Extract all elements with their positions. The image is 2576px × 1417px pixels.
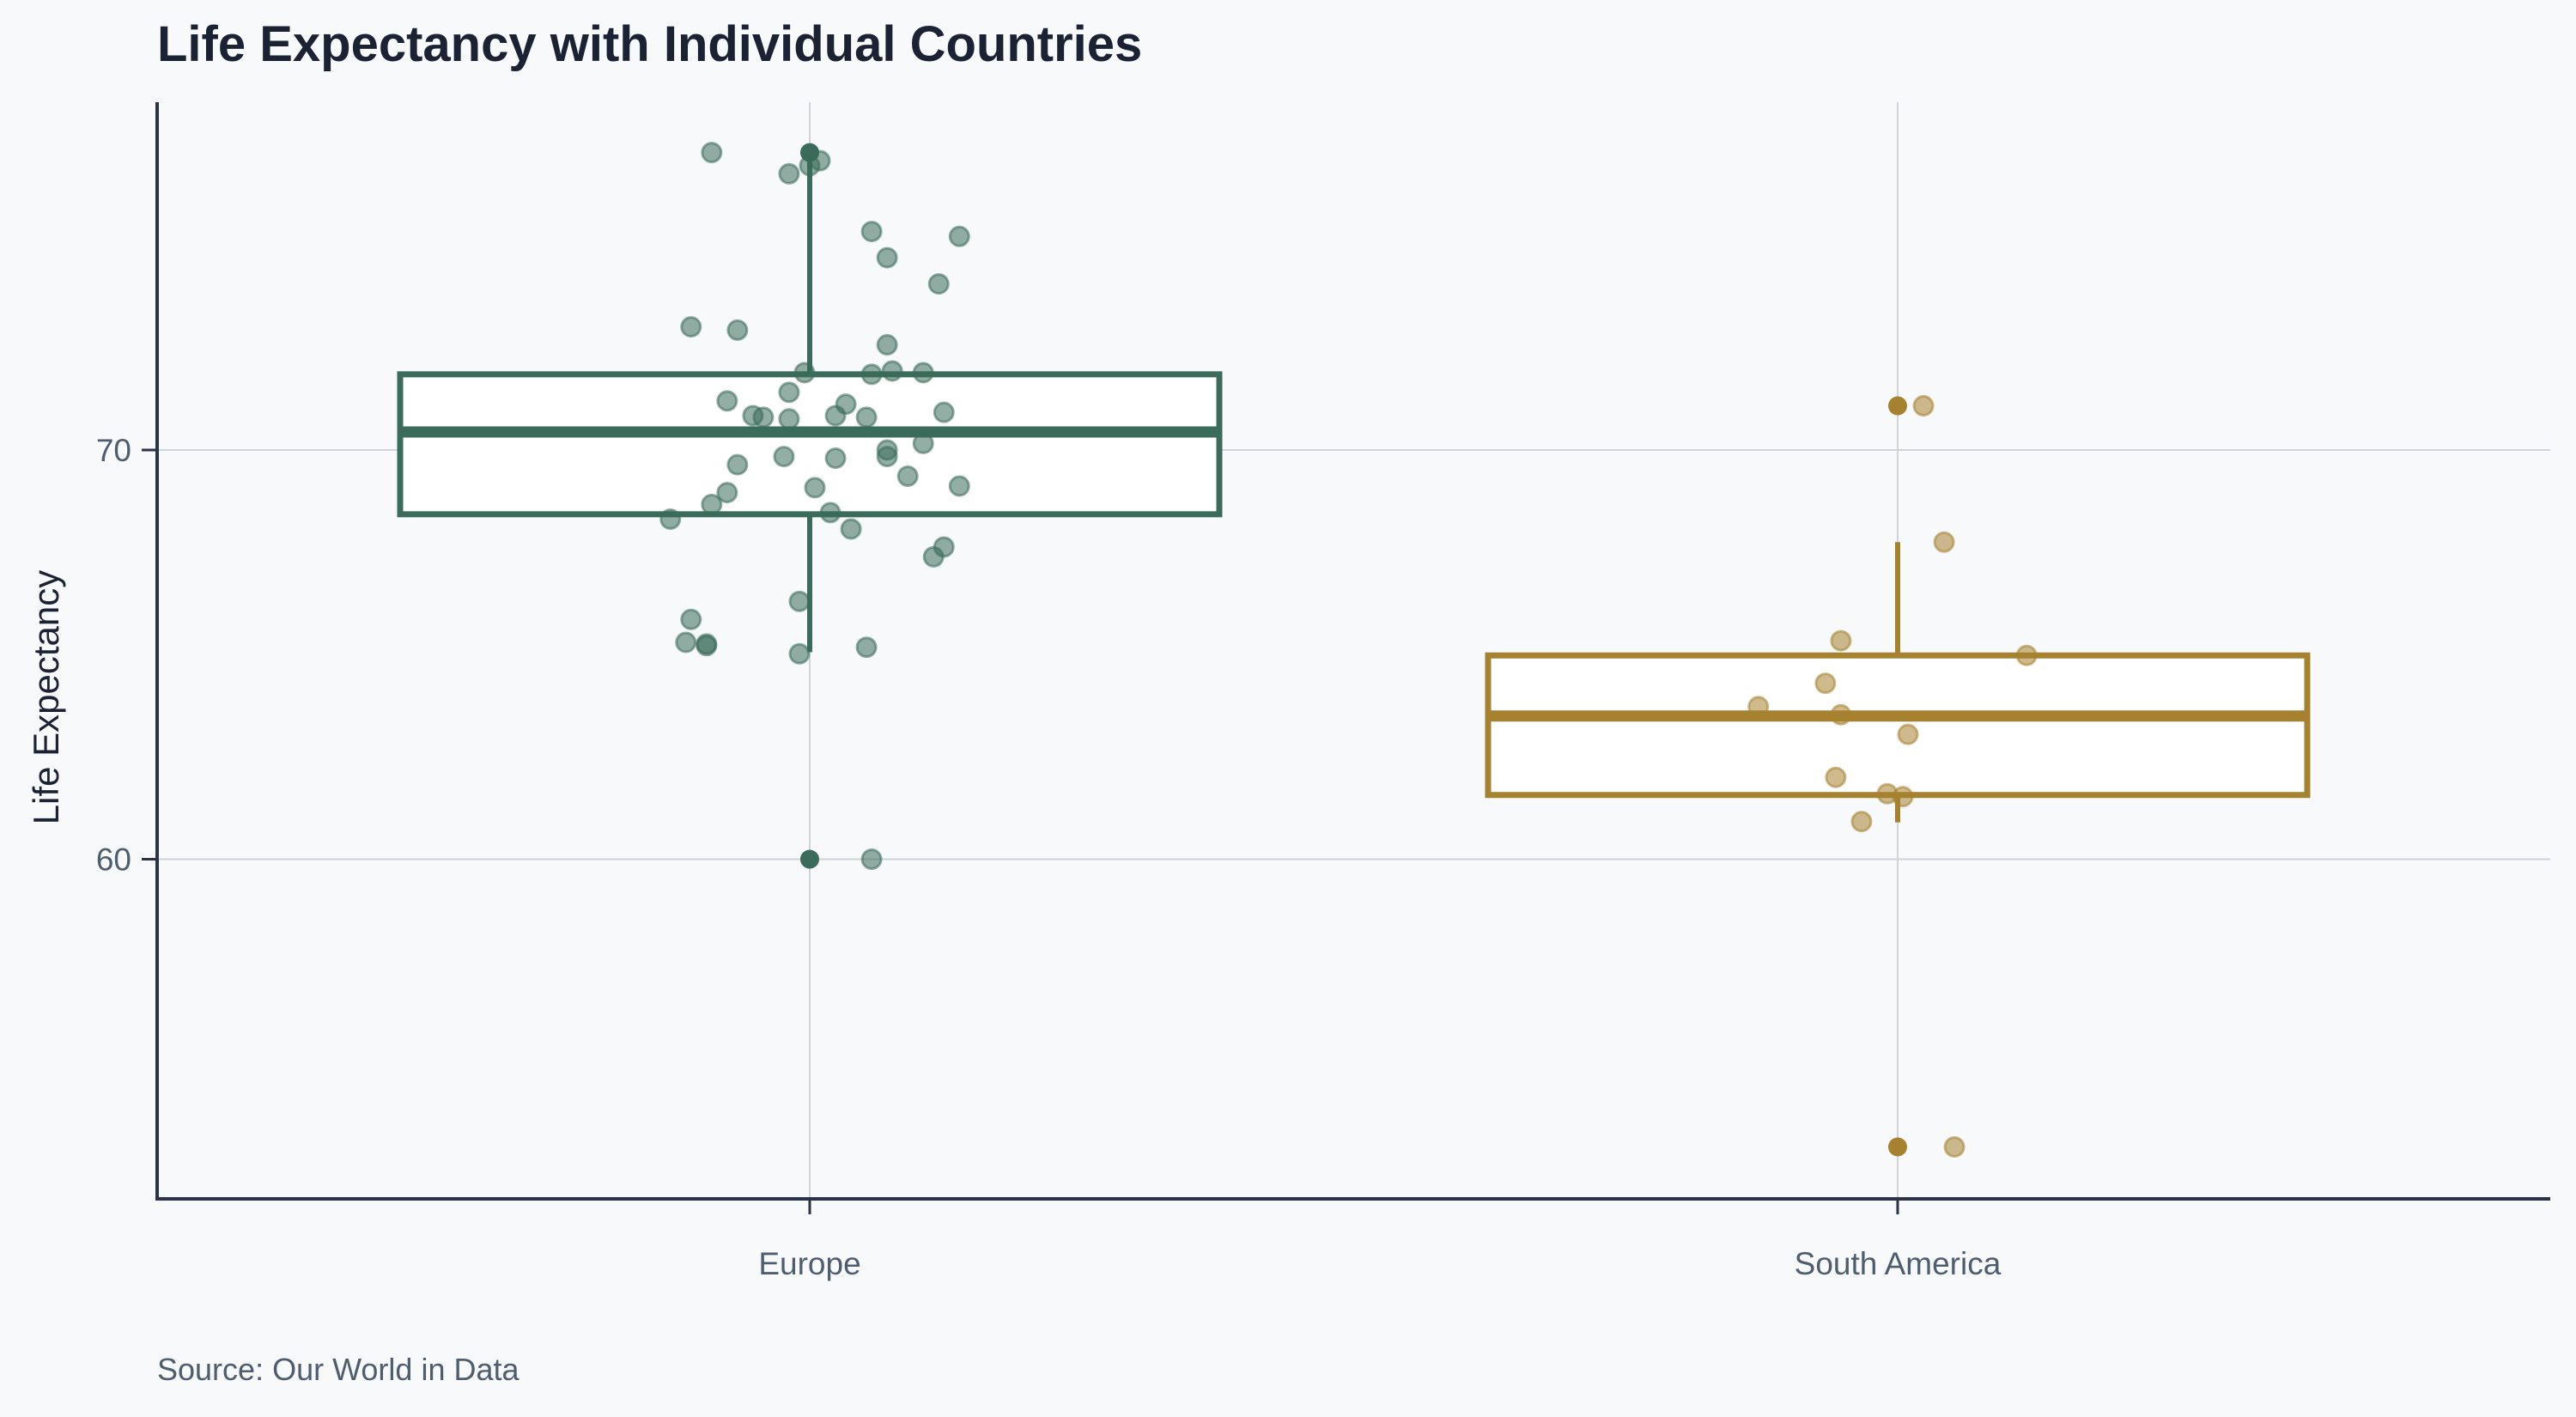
data-point (726, 453, 749, 476)
chart-title: Life Expectancy with Individual Countrie… (157, 16, 1143, 72)
data-point (716, 390, 738, 412)
data-point (824, 447, 847, 470)
data-point (933, 536, 955, 558)
box-europe (397, 143, 1223, 869)
data-point (876, 446, 898, 468)
data-point (726, 319, 749, 341)
x-tick-label: Europe (758, 1246, 860, 1281)
grid-lines (157, 102, 2550, 1199)
data-point (876, 334, 898, 356)
data-point (1825, 766, 1847, 788)
data-point (659, 508, 682, 531)
x-tick-label: South America (1795, 1246, 2002, 1281)
data-point (675, 631, 697, 654)
data-point (1897, 723, 1919, 745)
data-point (912, 362, 934, 384)
data-point (680, 316, 702, 338)
outlier-point (1888, 396, 1907, 416)
data-point (933, 401, 955, 423)
data-point (778, 162, 800, 185)
data-point (819, 502, 841, 524)
data-point (701, 142, 723, 164)
boxes-layer (397, 143, 2311, 1157)
data-point (876, 246, 898, 269)
data-point (809, 149, 831, 172)
data-point (824, 404, 847, 427)
y-tick-label: 60 (96, 842, 131, 878)
data-point (788, 642, 811, 665)
data-point (860, 848, 883, 871)
iqr-box (1485, 652, 2311, 799)
outlier-point (800, 849, 819, 869)
data-point (773, 446, 795, 468)
data-point (860, 221, 883, 243)
data-point (912, 432, 934, 454)
data-point (778, 381, 800, 404)
y-tick-label: 70 (96, 433, 131, 468)
points-layer (659, 142, 2038, 1158)
data-point (860, 363, 883, 386)
data-point (840, 518, 862, 540)
data-point (1912, 395, 1935, 417)
data-point (788, 590, 811, 612)
y-axis-title: Life Expectancy (26, 570, 66, 825)
data-point (948, 225, 970, 247)
y-ticks: 60 70 (96, 433, 157, 878)
data-point (1830, 703, 1852, 726)
data-point (1892, 786, 1914, 808)
data-point (701, 493, 723, 515)
data-point (948, 475, 970, 497)
data-point (1850, 811, 1873, 833)
data-point (1933, 531, 1955, 553)
data-point (716, 482, 738, 504)
data-point (855, 406, 878, 429)
data-point (696, 635, 718, 657)
data-point (855, 636, 878, 659)
data-point (1943, 1135, 1965, 1158)
box-south-america (1485, 396, 2311, 1157)
data-point (896, 465, 919, 488)
data-point (1747, 696, 1770, 718)
x-ticks: Europe South America (758, 1199, 2002, 1281)
data-point (804, 477, 826, 499)
outlier-point (1888, 1137, 1907, 1157)
data-point (1830, 629, 1852, 652)
source-note: Source: Our World in Data (157, 1352, 519, 1387)
data-point (778, 408, 800, 430)
data-point (793, 362, 816, 384)
data-point (2015, 644, 2038, 666)
data-point (881, 360, 903, 382)
data-point (1814, 672, 1837, 695)
data-point (927, 273, 950, 295)
data-point (680, 608, 702, 630)
data-point (752, 406, 775, 429)
axes (155, 102, 2550, 1201)
